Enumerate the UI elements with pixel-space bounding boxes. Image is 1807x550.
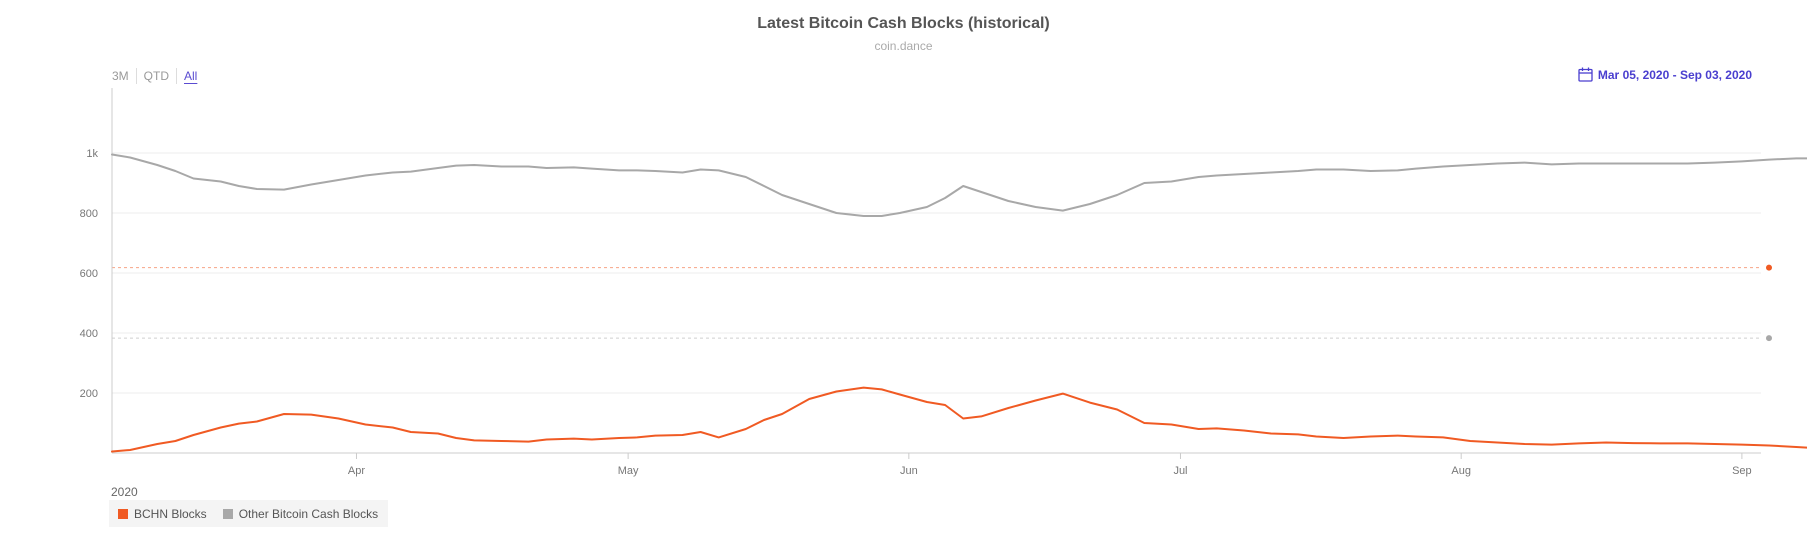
date-range-label: Mar 05, 2020 - Sep 03, 2020 — [1597, 67, 1752, 82]
reference-marker — [1766, 264, 1772, 271]
series-line-bchn[interactable] — [111, 294, 1807, 453]
range-button-3m[interactable]: 3M — [112, 69, 129, 83]
square-swatch-icon — [222, 508, 233, 519]
x-axis-labels: Apr May Jun Jul Aug Sep — [348, 453, 1752, 477]
square-swatch-icon — [118, 508, 128, 519]
calendar-icon — [1578, 67, 1593, 82]
axes — [111, 88, 1761, 454]
legend-label-bchn: BCHN Blocks — [134, 506, 207, 521]
y-axis-labels: 200 400 600 800 1k — [80, 148, 99, 400]
year-label: 2020 — [111, 485, 138, 499]
date-range-picker[interactable]: Mar 05, 2020 - Sep 03, 2020 — [1578, 67, 1752, 82]
x-tick-label: May — [618, 465, 639, 477]
range-selector: 3M QTD All — [112, 68, 204, 84]
series-lines — [111, 153, 1807, 453]
y-tick-label: 600 — [80, 268, 98, 280]
legend-item-bchn[interactable]: BCHN Blocks — [118, 507, 207, 521]
grid-lines — [112, 152, 1761, 394]
chart-subtitle: coin.dance — [874, 39, 933, 53]
range-button-qtd[interactable]: QTD — [135, 68, 176, 84]
y-tick-label: 1k — [86, 148, 98, 160]
reference-lines — [112, 264, 1772, 342]
legend-label-other: Other Bitcoin Cash Blocks — [238, 506, 379, 521]
series-line-other[interactable] — [111, 153, 1807, 312]
reference-marker — [1766, 335, 1772, 342]
y-tick-label: 200 — [80, 388, 98, 400]
range-button-all[interactable]: All — [176, 68, 204, 84]
legend-item-other[interactable]: Other Bitcoin Cash Blocks — [222, 506, 379, 521]
x-tick-label: Sep — [1732, 465, 1752, 477]
x-tick-label: Jun — [900, 465, 918, 477]
x-tick-label: Aug — [1451, 465, 1471, 477]
legend: BCHN Blocks Other Bitcoin Cash Blocks — [109, 500, 389, 527]
x-tick-label: Apr — [348, 465, 365, 477]
y-tick-label: 800 — [80, 208, 98, 220]
x-tick-label: Jul — [1173, 465, 1187, 477]
chart-title: Latest Bitcoin Cash Blocks (historical) — [757, 15, 1050, 32]
y-tick-label: 400 — [80, 328, 98, 340]
